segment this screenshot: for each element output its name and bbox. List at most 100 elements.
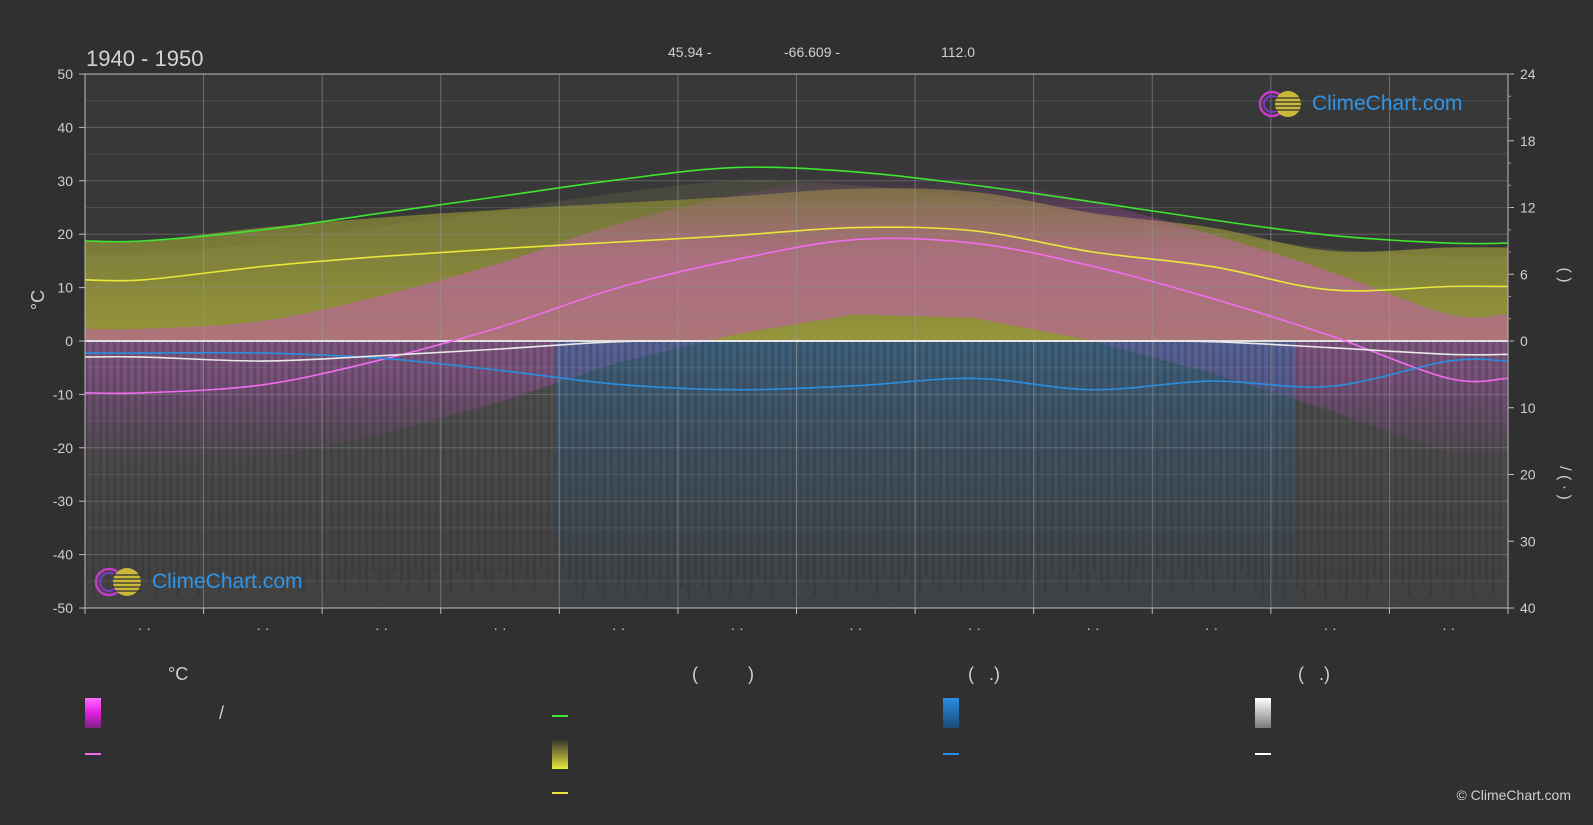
texture-stripe — [106, 341, 109, 587]
texture-stripe — [799, 341, 802, 577]
texture-stripe — [204, 341, 207, 576]
x-tick-label: · · — [1086, 620, 1099, 636]
legend-swatch-rain-range — [943, 698, 959, 728]
texture-stripe — [806, 341, 809, 587]
texture-stripe — [1114, 341, 1117, 572]
left-tick-label: 0 — [65, 333, 73, 349]
texture-stripe — [365, 341, 368, 593]
legend-title-rain: ( .) — [968, 664, 1000, 684]
texture-stripe — [1100, 341, 1103, 582]
texture-stripe — [1443, 341, 1446, 587]
legend-swatch-snow — [1255, 753, 1271, 755]
texture-stripe — [547, 341, 550, 581]
texture-stripe — [1107, 341, 1110, 592]
texture-stripe — [1492, 341, 1495, 596]
texture-stripe — [1261, 341, 1264, 599]
x-tick-label: · · — [968, 620, 981, 636]
texture-stripe — [743, 341, 746, 587]
texture-stripe — [883, 341, 886, 576]
texture-stripe — [1226, 341, 1229, 581]
left-tick-label: -30 — [53, 493, 73, 509]
texture-stripe — [1233, 341, 1236, 590]
texture-stripe — [225, 341, 228, 575]
left-tick-label: 40 — [57, 119, 73, 135]
brand-logo-top[interactable]: ClimeChart.com — [1258, 88, 1463, 120]
texture-stripe — [876, 341, 879, 595]
texture-stripe — [813, 341, 816, 596]
texture-stripe — [596, 341, 599, 590]
texture-stripe — [498, 341, 501, 572]
texture-stripe — [1268, 341, 1271, 580]
texture-stripe — [792, 341, 795, 596]
texture-stripe — [890, 341, 893, 585]
texture-stripe — [1009, 341, 1012, 574]
texture-stripe — [904, 341, 907, 575]
x-tick-label: · · — [731, 620, 744, 636]
longitude-text: -66.609 - — [784, 44, 840, 60]
texture-stripe — [85, 341, 88, 587]
texture-stripe — [456, 341, 459, 572]
texture-stripe — [1184, 341, 1187, 581]
brand-logo-bottom[interactable]: ClimeChart.com — [94, 565, 303, 599]
texture-stripe — [1464, 341, 1467, 587]
left-tick-label: -20 — [53, 440, 73, 456]
texture-stripe — [785, 341, 788, 587]
elevation-text: 112.0 — [941, 44, 975, 60]
climechart-logo-icon — [1258, 90, 1301, 118]
x-tick-label: · · — [849, 620, 862, 636]
right-axis-top-label: ( ) — [1556, 267, 1573, 282]
legend-swatch-snow-range — [1255, 698, 1271, 728]
texture-stripe — [435, 341, 438, 572]
right-bottom-tick-label: 40 — [1520, 600, 1536, 616]
legend-swatch-temp-range — [85, 698, 101, 728]
texture-stripe — [134, 341, 137, 596]
left-tick-label: 50 — [57, 66, 73, 82]
texture-stripe — [1471, 341, 1474, 596]
texture-stripe — [932, 341, 935, 585]
texture-stripe — [1352, 341, 1355, 579]
texture-stripe — [1317, 341, 1320, 589]
texture-stripe — [540, 341, 543, 571]
texture-stripe — [1135, 341, 1138, 572]
texture-stripe — [722, 341, 725, 588]
texture-stripe — [1086, 341, 1089, 592]
texture-stripe — [99, 341, 102, 577]
left-axis-label: °C — [28, 290, 48, 310]
texture-stripe — [1177, 341, 1180, 572]
texture-stripe — [1415, 341, 1418, 578]
texture-stripe — [491, 341, 494, 591]
brand-text: ClimeChart.com — [1312, 92, 1463, 115]
texture-stripe — [1394, 341, 1397, 578]
texture-stripe — [127, 341, 130, 587]
texture-stripe — [729, 341, 732, 597]
texture-stripe — [1240, 341, 1243, 571]
texture-stripe — [652, 341, 655, 579]
texture-stripe — [239, 341, 242, 595]
texture-stripe — [176, 341, 179, 596]
texture-stripe — [1296, 341, 1299, 589]
texture-stripe — [1401, 341, 1404, 588]
texture-stripe — [1499, 341, 1502, 577]
right-top-tick-label: 12 — [1520, 200, 1536, 216]
texture-stripe — [834, 341, 837, 596]
texture-stripe — [337, 341, 340, 584]
texture-stripe — [309, 341, 312, 574]
texture-stripe — [981, 341, 984, 594]
texture-stripe — [1422, 341, 1425, 587]
right-bottom-tick-label: 10 — [1520, 400, 1536, 416]
texture-stripe — [1429, 341, 1432, 597]
texture-stripe — [1366, 341, 1369, 598]
series-line-temp_mean — [84, 237, 1509, 395]
texture-stripe — [400, 341, 403, 583]
texture-stripe — [330, 341, 333, 574]
x-tick-label: · · — [1324, 620, 1337, 636]
texture-stripe — [1198, 341, 1201, 571]
texture-stripe — [316, 341, 319, 584]
texture-stripe — [995, 341, 998, 584]
texture-stripe — [960, 341, 963, 594]
texture-stripe — [1093, 341, 1096, 573]
texture-stripe — [428, 341, 431, 592]
texture-stripe — [1310, 341, 1313, 579]
texture-stripe — [841, 341, 844, 576]
texture-stripe — [988, 341, 991, 574]
